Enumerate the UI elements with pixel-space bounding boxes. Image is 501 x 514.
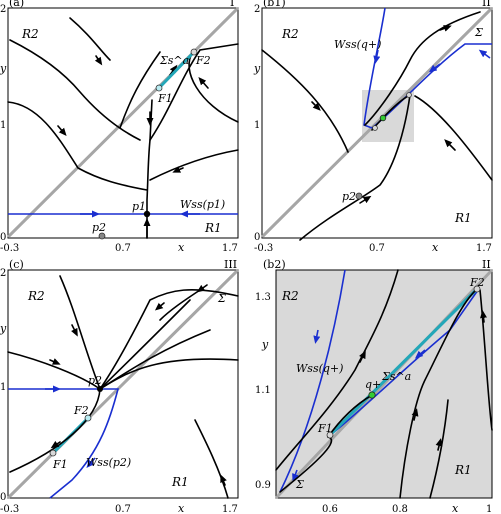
wss-p2-curve xyxy=(8,388,120,499)
sigma-line xyxy=(6,268,240,500)
xtick-c-1: 0.7 xyxy=(115,504,131,514)
label-F1: F1 xyxy=(157,92,173,105)
label-sigma-s-a: Σs^a xyxy=(159,54,189,67)
sliding-segment xyxy=(328,287,479,437)
label-qplus: q+ xyxy=(365,378,381,391)
xlabel-b2: x xyxy=(452,502,459,514)
label-wss-qplus: Wss(q+) xyxy=(296,362,343,375)
xtick-b2-1: 0.8 xyxy=(392,504,408,514)
xtick-b1-2: 1.7 xyxy=(476,243,492,254)
panel-c: (c) III R2 R1 Wss(p2) Σ p2 F1 F2 -0.3 0.… xyxy=(0,258,240,514)
ylabel-c: y xyxy=(0,322,7,335)
label-p1: p1 xyxy=(132,200,146,213)
point-F1 xyxy=(155,84,163,92)
ytick-a-1: 1 xyxy=(0,120,6,131)
ytick-c-2: 2 xyxy=(0,268,6,279)
panel-a: (a) I R2 R1 Wss(p1) Σs^a p1 p2 F1 F2 -0.… xyxy=(0,0,240,254)
label-sigma: Σ xyxy=(295,478,304,491)
sigma-line xyxy=(6,6,240,239)
region-R1-a: R1 xyxy=(204,221,222,235)
label-sigma: Σ xyxy=(217,292,226,305)
ytick-b1-2: 2 xyxy=(254,4,260,15)
region-R2-b1: R2 xyxy=(281,27,299,41)
ylabel-b2: y xyxy=(261,338,269,351)
ytick-b2-2: 1.3 xyxy=(255,292,271,303)
region-R2-a: R2 xyxy=(21,27,39,41)
ytick-b1-0: 0 xyxy=(254,232,260,243)
ytick-b2-1: 1.1 xyxy=(255,385,271,396)
xtick-a-2: 1.7 xyxy=(222,243,238,254)
label-F1: F1 xyxy=(52,458,68,471)
label-F2: F2 xyxy=(195,54,211,67)
region-R1-c: R1 xyxy=(171,475,189,489)
regime-label-a: I xyxy=(230,0,234,9)
region-R1-b2: R1 xyxy=(454,463,472,477)
ytick-b1-1: 1 xyxy=(254,120,260,131)
regime-label-b2: II xyxy=(482,258,491,271)
label-p2: p2 xyxy=(92,221,106,234)
regime-label-c: III xyxy=(224,258,237,271)
wss-qplus-curve xyxy=(279,269,479,493)
label-F2: F2 xyxy=(73,404,89,417)
xtick-c-0: -0.3 xyxy=(0,504,19,514)
ytick-c-1: 1 xyxy=(0,382,6,393)
label-sigma-s-a: Σs^a xyxy=(381,370,411,383)
ytick-c-0: 0 xyxy=(0,492,6,503)
label-wss-p1: Wss(p1) xyxy=(180,198,225,211)
point-F2 xyxy=(190,48,198,56)
point-F2 xyxy=(84,414,92,422)
panel-b2: (b2) II R2 R1 Wss(q+) Σs^a Σ q+ F1 F2 0.… xyxy=(255,258,494,514)
xlabel-b1: x xyxy=(432,241,439,254)
ytick-a-2: 2 xyxy=(0,4,6,15)
xtick-b2-2: 1 xyxy=(486,504,492,514)
xtick-b1-0: -0.3 xyxy=(254,243,273,254)
label-wss-p2: Wss(p2) xyxy=(86,456,131,469)
region-R2-b2: R2 xyxy=(281,289,299,303)
sigma-line xyxy=(260,6,494,239)
region-R2-c: R2 xyxy=(27,289,45,303)
label-sigma: Σ xyxy=(474,26,483,39)
point-p1 xyxy=(143,210,151,218)
xlabel-c: x xyxy=(178,502,185,514)
label-wss-qplus: Wss(q+) xyxy=(334,38,381,51)
label-p2: p2 xyxy=(88,374,102,387)
panel-label-c: (c) xyxy=(9,258,24,271)
sliding-segment xyxy=(157,50,196,90)
panel-label-b1: (b1) xyxy=(263,0,286,9)
regime-label-b1: II xyxy=(482,0,491,9)
xtick-b2-0: 0.6 xyxy=(322,504,338,514)
xtick-a-0: -0.3 xyxy=(0,243,19,254)
ylabel-b1: y xyxy=(253,62,261,75)
ylabel-a: y xyxy=(0,62,7,75)
panel-b1: (b1) II R2 R1 Wss(q+) Σ p2 -0.3 0.7 1.7 … xyxy=(253,0,494,254)
point-qplus xyxy=(368,391,376,399)
point-p2 xyxy=(98,232,106,240)
ytick-a-0: 0 xyxy=(0,232,6,243)
xlabel-a: x xyxy=(178,241,185,254)
label-F2: F2 xyxy=(469,276,485,289)
ytick-b2-0: 0.9 xyxy=(255,480,271,491)
panel-label-b2: (b2) xyxy=(263,258,286,271)
point-F1 xyxy=(49,449,57,457)
label-p2: p2 xyxy=(342,190,356,203)
xtick-a-1: 0.7 xyxy=(115,243,131,254)
point-p2 xyxy=(355,192,363,200)
point-F1 xyxy=(326,431,334,439)
region-R1-b1: R1 xyxy=(454,211,472,225)
label-F1: F1 xyxy=(317,422,333,435)
point-qplus xyxy=(379,114,387,122)
xtick-b1-1: 0.7 xyxy=(369,243,385,254)
point-F2 xyxy=(473,285,481,293)
panel-label-a: (a) xyxy=(9,0,24,9)
wss-qplus-curve xyxy=(363,7,492,129)
point-p2 xyxy=(97,386,103,392)
xtick-c-2: 1.7 xyxy=(222,504,238,514)
